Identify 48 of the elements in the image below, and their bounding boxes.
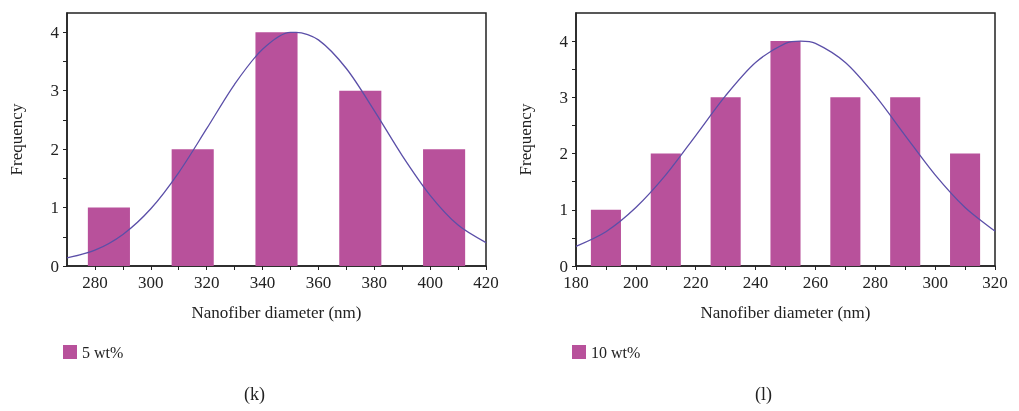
y-tick-label: 3	[559, 87, 568, 107]
bar	[590, 209, 621, 266]
x-tick-label: 240	[742, 273, 769, 292]
bar	[423, 149, 466, 266]
x-tick-label: 220	[682, 273, 709, 292]
x-tick-label: 280	[862, 273, 889, 292]
x-tick-label: 260	[802, 273, 829, 292]
y-tick-label: 4	[559, 31, 569, 51]
x-tick-label: 340	[249, 273, 276, 292]
x-axis-title: Nanofiber diameter (nm)	[700, 303, 871, 322]
x-axis-title: Nanofiber diameter (nm)	[191, 303, 362, 322]
x-tick-label: 300	[138, 273, 164, 292]
x-tick-label: 400	[417, 273, 443, 292]
y-tick-label: 2	[559, 144, 568, 164]
bar	[710, 97, 741, 266]
bar	[650, 153, 681, 266]
legend-label: 10 wt%	[591, 343, 641, 361]
x-tick-label: 380	[361, 273, 388, 292]
bar	[890, 97, 921, 266]
legend-label: 5 wt%	[82, 343, 124, 361]
y-tick-label: 0	[50, 256, 59, 276]
line-series	[66, 31, 487, 259]
x-tick-label: 320	[193, 273, 220, 292]
bar	[830, 97, 861, 266]
y-tick-label: 0	[559, 256, 568, 276]
y-axis-title: Frequency	[7, 103, 26, 176]
y-axis-title: Frequency	[516, 103, 535, 176]
bar	[339, 90, 382, 266]
bar	[87, 207, 130, 266]
y-tick-label: 2	[50, 139, 59, 159]
text: (k)	[244, 384, 266, 405]
x-tick-label: 420	[473, 273, 499, 292]
x-tick-label: 320	[982, 273, 1008, 292]
x-tick-label: 360	[305, 273, 332, 292]
bar	[770, 41, 801, 266]
line-series	[575, 40, 996, 247]
y-tick-label: 1	[50, 198, 59, 218]
x-tick-label: 180	[563, 273, 589, 292]
y-tick-label: 3	[50, 81, 59, 101]
bar	[950, 153, 981, 266]
y-tick-label: 1	[559, 200, 568, 220]
x-tick-label: 280	[82, 273, 108, 292]
x-tick-label: 200	[623, 273, 649, 292]
x-tick-label: 300	[922, 273, 948, 292]
y-tick-label: 4	[50, 22, 60, 42]
bar	[171, 149, 214, 266]
bar	[255, 32, 298, 266]
text: (l)	[755, 384, 773, 405]
